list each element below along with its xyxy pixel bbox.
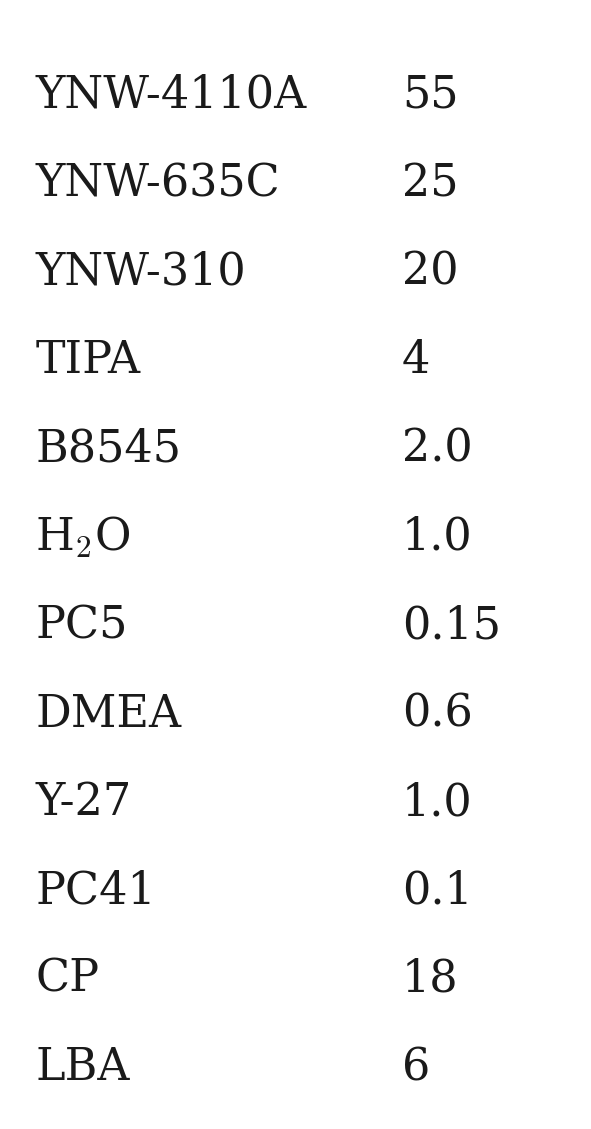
Text: 0.6: 0.6	[402, 692, 473, 736]
Text: PC41: PC41	[35, 869, 156, 912]
Text: 6: 6	[402, 1047, 430, 1089]
Text: 1.0: 1.0	[402, 781, 473, 824]
Text: YNW-4110A: YNW-4110A	[35, 73, 307, 116]
Text: 2.0: 2.0	[402, 427, 473, 471]
Text: 4: 4	[402, 339, 430, 382]
Text: 0.1: 0.1	[402, 869, 473, 912]
Text: 20: 20	[402, 251, 459, 294]
Text: PC5: PC5	[35, 604, 128, 647]
Text: DMEA: DMEA	[35, 692, 181, 736]
Text: YNW-635C: YNW-635C	[35, 161, 280, 205]
Text: CP: CP	[35, 957, 100, 1001]
Text: 25: 25	[402, 161, 459, 205]
Text: 55: 55	[402, 73, 459, 116]
Text: TIPA: TIPA	[35, 339, 141, 382]
Text: B8545: B8545	[35, 427, 181, 471]
Text: 0.15: 0.15	[402, 604, 501, 647]
Text: H$_2$O: H$_2$O	[35, 515, 131, 560]
Text: 18: 18	[402, 957, 459, 1001]
Text: Y-27: Y-27	[35, 781, 132, 824]
Text: LBA: LBA	[35, 1047, 130, 1089]
Text: 1.0: 1.0	[402, 516, 473, 559]
Text: YNW-310: YNW-310	[35, 251, 246, 294]
